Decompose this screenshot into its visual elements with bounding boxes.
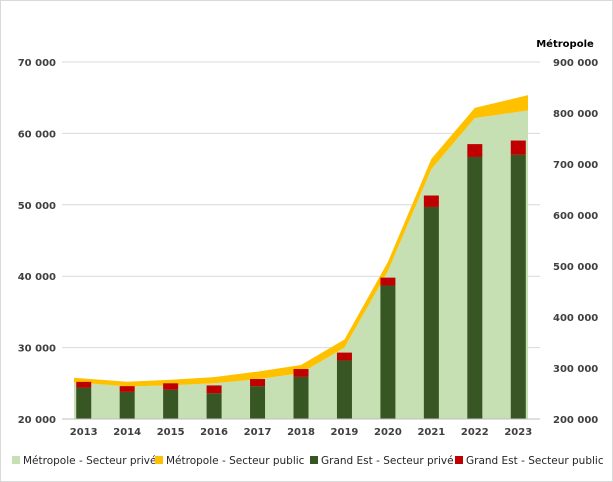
- right-tick-label: 400 000: [553, 313, 598, 324]
- right-tick-label: 600 000: [553, 211, 598, 222]
- bar-layer: [76, 140, 526, 419]
- bar-grand-est-prive: [250, 386, 266, 419]
- left-tick-label: 40 000: [18, 272, 56, 283]
- legend-swatch: [310, 456, 318, 464]
- bar-grand-est-public: [467, 144, 483, 157]
- x-tick-label: 2015: [157, 427, 185, 438]
- x-tick-label: 2023: [504, 427, 532, 438]
- bar-grand-est-prive: [206, 393, 222, 419]
- bar-grand-est-public: [293, 369, 309, 377]
- x-tick-label: 2019: [331, 427, 359, 438]
- bar-grand-est-prive: [380, 285, 396, 419]
- x-tick-label: 2021: [417, 427, 445, 438]
- left-tick-label: 70 000: [18, 58, 56, 69]
- bar-grand-est-public: [250, 379, 266, 387]
- bar-grand-est-prive: [510, 154, 526, 419]
- legend-label: Métropole - Secteur privé: [23, 455, 156, 467]
- right-axis-title: Métropole: [536, 38, 594, 50]
- x-tick-label: 2014: [113, 427, 141, 438]
- bar-grand-est-prive: [423, 206, 439, 419]
- bar-grand-est-public: [119, 386, 135, 392]
- right-tick-label: 800 000: [553, 109, 598, 120]
- bar-grand-est-public: [423, 195, 439, 207]
- x-tick-label: 2022: [461, 427, 489, 438]
- left-tick-label: 60 000: [18, 129, 56, 140]
- right-tick-label: 700 000: [553, 160, 598, 171]
- x-tick-label: 2020: [374, 427, 402, 438]
- bar-grand-est-public: [510, 140, 526, 155]
- x-tick-label: 2017: [244, 427, 272, 438]
- left-axis: 20 000 30 000 40 000 50 000 60 000 70 000: [18, 58, 56, 426]
- bar-grand-est-public: [206, 385, 222, 394]
- bar-grand-est-public: [163, 383, 179, 390]
- x-axis: 2013 2014 2015 2016 2017 2018 2019 2020 2021 2022…: [62, 418, 540, 438]
- right-tick-label: 200 000: [553, 415, 598, 426]
- area-metropole-prive: [74, 110, 528, 419]
- bar-grand-est-public: [336, 352, 352, 361]
- bar-grand-est-prive: [336, 360, 352, 419]
- legend-swatch: [155, 456, 163, 464]
- x-tick-label: 2016: [200, 427, 228, 438]
- right-tick-label: 500 000: [553, 262, 598, 273]
- bar-grand-est-prive: [467, 156, 483, 419]
- left-tick-label: 50 000: [18, 201, 56, 212]
- bar-grand-est-prive: [293, 376, 309, 419]
- x-tick-label: 2013: [70, 427, 98, 438]
- area-layer: [74, 95, 528, 419]
- legend-label: Grand Est - Secteur public: [466, 455, 604, 467]
- left-tick-label: 30 000: [18, 344, 56, 355]
- bar-grand-est-prive: [119, 391, 135, 419]
- right-tick-label: 900 000: [553, 58, 598, 69]
- right-tick-label: 300 000: [553, 364, 598, 375]
- legend-swatch: [12, 456, 20, 464]
- bar-grand-est-prive: [76, 387, 92, 419]
- legend-label: Grand Est - Secteur privé: [321, 455, 454, 467]
- bar-grand-est-public: [380, 277, 396, 286]
- right-axis: Métropole 200 000 300 000 400 000 500 000 60…: [536, 38, 598, 426]
- legend-swatch: [455, 456, 463, 464]
- bar-grand-est-prive: [163, 389, 179, 419]
- legend: Métropole - Secteur privé Métropole - Sec…: [12, 455, 604, 467]
- left-tick-label: 20 000: [18, 415, 56, 426]
- legend-label: Métropole - Secteur public: [166, 455, 305, 467]
- bar-grand-est-public: [76, 381, 92, 388]
- x-tick-label: 2018: [287, 427, 315, 438]
